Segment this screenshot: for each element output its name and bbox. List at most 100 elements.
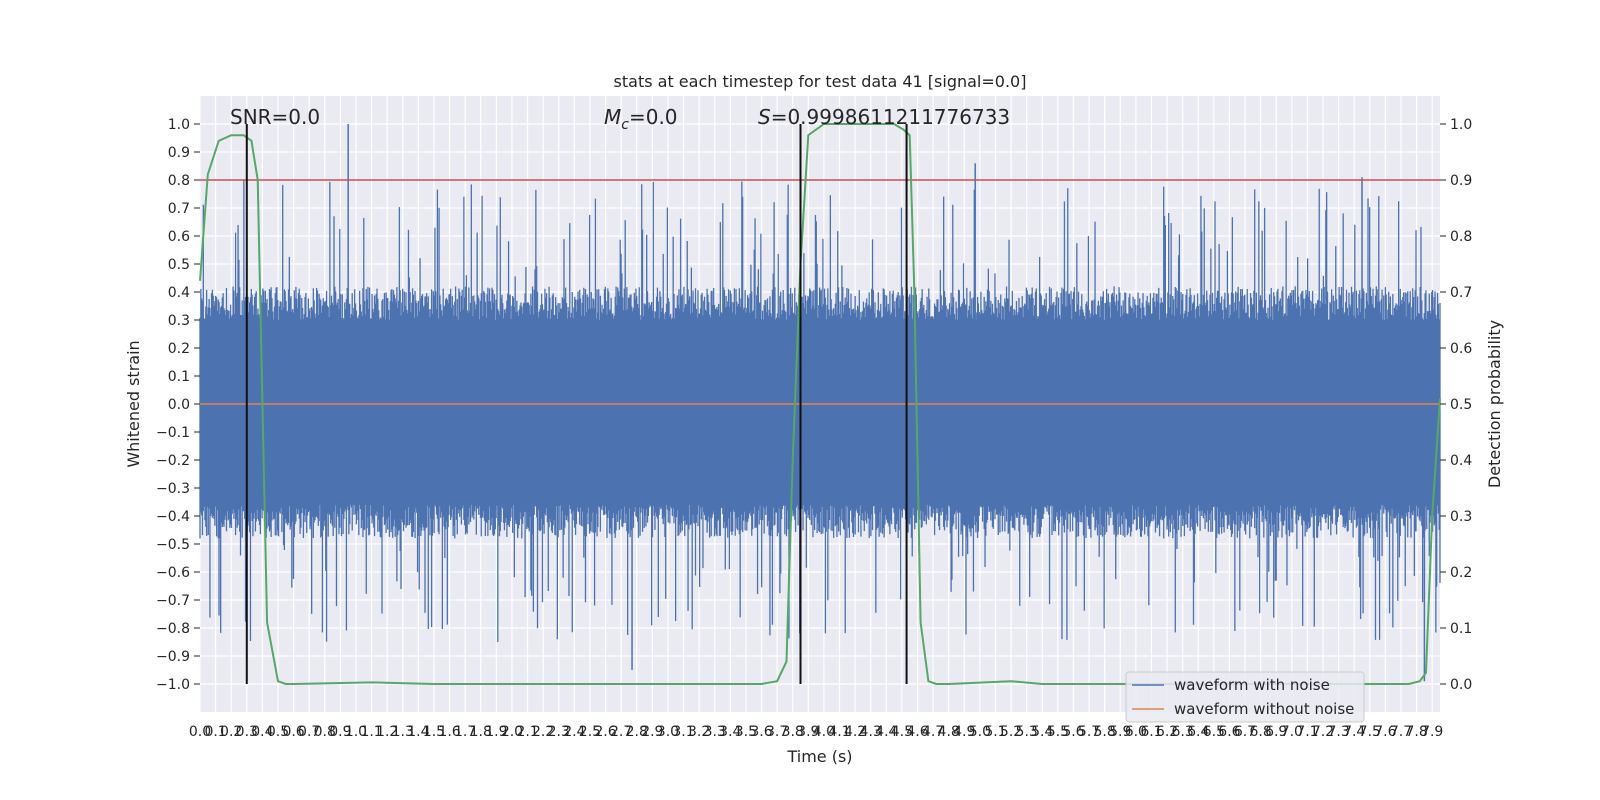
- x-tick-label: 3.4: [719, 724, 741, 740]
- x-tick-label: 2.3: [548, 724, 570, 740]
- y-tick-label: 0.8: [168, 173, 190, 189]
- snr-annotation: SNR=0.0: [230, 105, 320, 129]
- x-tick-label: 7.0: [1281, 724, 1303, 740]
- x-tick-label: 4.7: [922, 724, 944, 740]
- x-tick-label: 5.9: [1109, 724, 1131, 740]
- x-tick-label: 1.9: [485, 724, 507, 740]
- x-tick-label: 6.6: [1218, 724, 1240, 740]
- x-tick-label: 0.8: [314, 724, 336, 740]
- x-tick-label: 3.1: [672, 724, 694, 740]
- y2-tick-label: 0.8: [1450, 229, 1472, 245]
- s-value: =0.9998611211776733: [771, 105, 1010, 129]
- x-tick-label: 4.8: [938, 724, 960, 740]
- axes: 0.00.10.20.30.40.50.60.70.80.91.01.11.21…: [156, 117, 1472, 740]
- x-axis-label: Time (s): [786, 747, 852, 766]
- y-tick-label: −0.1: [156, 425, 190, 441]
- x-tick-label: 7.1: [1296, 724, 1318, 740]
- y2-tick-label: 0.1: [1450, 621, 1472, 637]
- mc-value: =0.0: [629, 105, 678, 129]
- x-tick-label: 1.1: [360, 724, 382, 740]
- y-tick-label: 1.0: [168, 117, 190, 133]
- y2-tick-label: 0.2: [1450, 565, 1472, 581]
- x-tick-label: 5.6: [1062, 724, 1084, 740]
- y-tick-label: −0.5: [156, 537, 190, 553]
- y-tick-label: 0.3: [168, 313, 190, 329]
- x-tick-label: 7.6: [1374, 724, 1396, 740]
- x-tick-label: 2.1: [516, 724, 538, 740]
- s-symbol: S: [758, 105, 771, 129]
- mc-symbol: M: [604, 105, 621, 129]
- legend-box: [1125, 671, 1365, 723]
- x-tick-label: 3.2: [688, 724, 710, 740]
- x-tick-label: 5.3: [1016, 724, 1038, 740]
- y-tick-label: 0.5: [168, 257, 190, 273]
- y-tick-label: 0.6: [168, 229, 190, 245]
- x-tick-label: 7.3: [1327, 724, 1349, 740]
- y-tick-label: −0.9: [156, 649, 190, 665]
- y-tick-label: −0.8: [156, 621, 190, 637]
- x-tick-label: 6.1: [1140, 724, 1162, 740]
- y2-tick-label: 0.5: [1450, 397, 1472, 413]
- x-tick-label: 6.7: [1234, 724, 1256, 740]
- x-tick-label: 4.2: [844, 724, 866, 740]
- x-tick-label: 1.7: [454, 724, 476, 740]
- x-tick-label: 5.2: [1000, 724, 1022, 740]
- x-tick-label: 3.5: [735, 724, 757, 740]
- y2-tick-label: 0.0: [1450, 677, 1472, 693]
- x-tick-label: 0.2: [220, 724, 242, 740]
- y-tick-label: −0.4: [156, 509, 190, 525]
- x-tick-label: 7.8: [1405, 724, 1427, 740]
- x-tick-label: 4.5: [891, 724, 913, 740]
- x-tick-label: 4.9: [953, 724, 975, 740]
- y-tick-label: −0.3: [156, 481, 190, 497]
- y2-tick-label: 0.6: [1450, 341, 1472, 357]
- series-waveform-with-noise: [199, 124, 1441, 682]
- mc-subscript: c: [621, 117, 629, 133]
- x-tick-label: 0.0: [189, 724, 211, 740]
- x-tick-label: 6.8: [1249, 724, 1271, 740]
- x-tick-label: 5.1: [984, 724, 1006, 740]
- y2-tick-label: 1.0: [1450, 117, 1472, 133]
- legend-label-waveform-with-noise: waveform with noise: [1174, 676, 1330, 694]
- y-tick-label: 0.1: [168, 369, 190, 385]
- detection-probability-line: [199, 123, 1441, 685]
- y2-tick-label: 0.9: [1450, 173, 1472, 189]
- x-tick-label: 7.2: [1312, 724, 1334, 740]
- x-tick-label: 6.4: [1187, 724, 1209, 740]
- x-tick-label: 2.4: [563, 724, 585, 740]
- x-tick-label: 4.3: [860, 724, 882, 740]
- x-tick-label: 2.2: [532, 724, 554, 740]
- x-tick-label: 7.7: [1390, 724, 1412, 740]
- x-tick-label: 5.4: [1031, 724, 1053, 740]
- y-tick-label: 0.4: [168, 285, 190, 301]
- x-tick-label: 2.6: [594, 724, 616, 740]
- x-tick-label: 7.4: [1343, 724, 1365, 740]
- chirp-mass-annotation: Mc=0.0: [604, 105, 678, 133]
- x-tick-label: 0.4: [251, 724, 273, 740]
- x-tick-label: 1.3: [392, 724, 414, 740]
- x-tick-label: 1.6: [438, 724, 460, 740]
- x-tick-label: 0.6: [282, 724, 304, 740]
- x-tick-label: 5.7: [1078, 724, 1100, 740]
- x-tick-label: 7.5: [1359, 724, 1381, 740]
- x-tick-label: 2.9: [641, 724, 663, 740]
- legend-label-waveform-without-noise: waveform without noise: [1174, 700, 1354, 718]
- x-tick-label: 3.0: [657, 724, 679, 740]
- x-tick-label: 3.8: [782, 724, 804, 740]
- x-tick-label: 6.5: [1203, 724, 1225, 740]
- x-tick-label: 5.0: [969, 724, 991, 740]
- x-tick-label: 0.9: [329, 724, 351, 740]
- x-tick-label: 2.7: [610, 724, 632, 740]
- series-lines: [199, 123, 1441, 685]
- y2-tick-label: 0.4: [1450, 453, 1472, 469]
- y-tick-label: −1.0: [156, 677, 190, 693]
- x-tick-label: 1.0: [345, 724, 367, 740]
- x-tick-label: 3.6: [750, 724, 772, 740]
- y-tick-label: 0.9: [168, 145, 190, 161]
- x-tick-label: 4.4: [875, 724, 897, 740]
- x-tick-label: 3.9: [797, 724, 819, 740]
- noise-waveform-body: [199, 180, 1441, 642]
- x-tick-label: 6.0: [1125, 724, 1147, 740]
- annotations: SNR=0.0 Mc=0.0 S=0.9998611211776733: [230, 105, 1010, 133]
